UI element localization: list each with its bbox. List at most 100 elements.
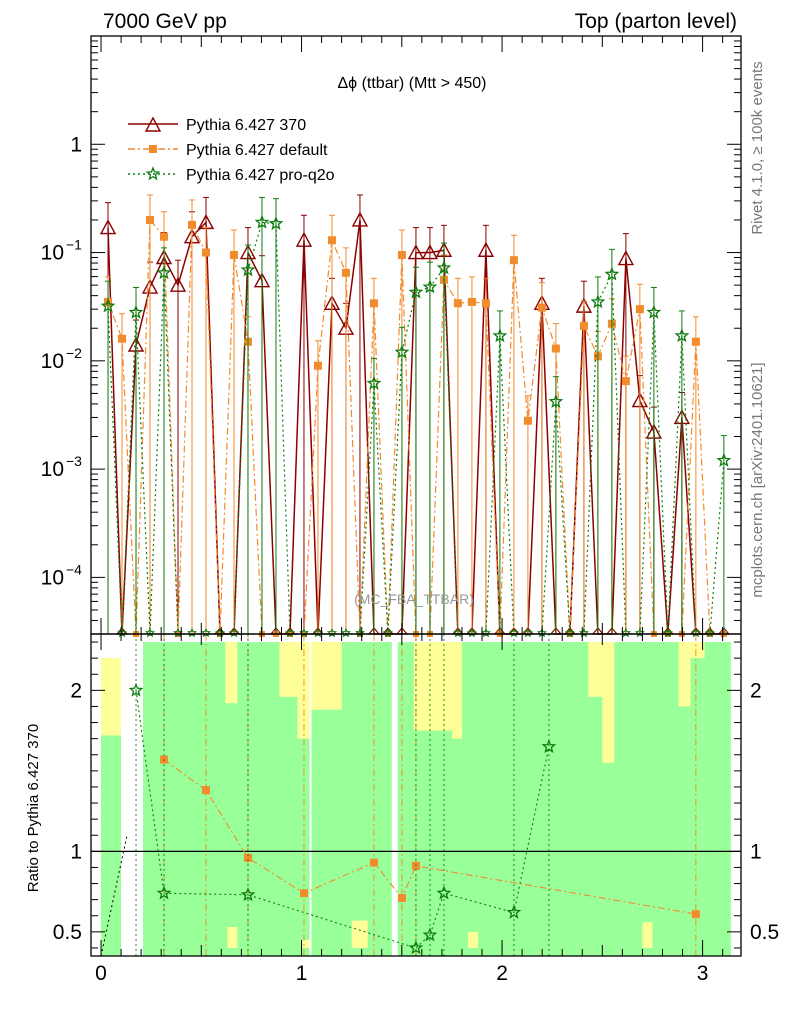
- data-point: [716, 452, 732, 467]
- ratio-band-yellow: [467, 931, 479, 948]
- xtick-label: 2: [496, 962, 508, 985]
- data-point: [99, 219, 117, 235]
- ratio-point: [369, 858, 378, 867]
- ratio-band-green: [212, 642, 227, 956]
- data-point-zero: [508, 627, 519, 638]
- ratio-point: [408, 940, 424, 955]
- data-point: [240, 262, 256, 277]
- ratio-band-green: [143, 642, 158, 956]
- data-point-zero: [662, 627, 673, 638]
- data-point-zero: [313, 627, 324, 638]
- ratio-point: [299, 889, 308, 898]
- data-point-zero: [144, 627, 155, 638]
- data-point-zero: [327, 627, 338, 638]
- rivet-label: Rivet 4.1.0, ≥ 100k events: [749, 61, 766, 234]
- ratio-band-green: [632, 642, 647, 956]
- ratio-lines: [91, 634, 741, 957]
- data-point: [621, 377, 630, 386]
- data-point: [481, 299, 490, 308]
- ratio-point: [422, 927, 438, 942]
- plot-title: Δϕ (ttbar) (Mtt > 450): [337, 75, 486, 92]
- ratio-point: [691, 910, 700, 919]
- data-point-zero: [116, 627, 127, 638]
- data-point: [201, 248, 210, 257]
- data-point-zero: [690, 627, 701, 638]
- ratio-band-green: [534, 642, 549, 956]
- data-point: [617, 250, 635, 266]
- data-point: [394, 344, 410, 359]
- data-point: [156, 264, 172, 280]
- ratio-line-0: [163, 759, 696, 915]
- data-point: [351, 211, 369, 227]
- data-point: [453, 299, 462, 308]
- data-point: [691, 337, 700, 346]
- data-point: [268, 215, 284, 230]
- data-point-zero: [480, 627, 491, 638]
- data-point-zero: [452, 627, 463, 638]
- data-point: [118, 334, 127, 343]
- data-point: [369, 299, 378, 308]
- mcplots-label: mcplots.cern.ch [arXiv:2401.10621]: [749, 362, 766, 597]
- ratio-band-green: [171, 642, 186, 956]
- data-point: [229, 250, 238, 259]
- data-point-zero: [564, 627, 575, 638]
- ratio-band-yellow: [351, 920, 368, 948]
- ratio-band-yellow: [101, 658, 122, 736]
- data-point: [551, 344, 560, 353]
- ratio-point: [436, 885, 452, 900]
- data-point-zero: [215, 627, 225, 638]
- main-ytick-exponent: −2: [66, 345, 82, 361]
- data-point: [537, 303, 546, 312]
- legend-label-370: Pythia 6.427 370: [186, 117, 306, 134]
- xtick-label: 1: [296, 962, 308, 985]
- data-point: [467, 297, 476, 306]
- ratio-band-gap: [121, 634, 134, 956]
- ratio-band-yellow: [309, 642, 342, 710]
- data-point-zero: [466, 627, 477, 638]
- data-point: [254, 214, 270, 229]
- ratio-point: [397, 894, 406, 903]
- main-lines: [99, 194, 732, 638]
- ratio-ref-trend: [100, 835, 128, 957]
- ratio-ytick-label-right: 2: [750, 679, 762, 702]
- main-ytick-exponent: −3: [66, 453, 82, 469]
- ratio-band-green: [702, 642, 717, 956]
- ratio-band-gap: [309, 634, 312, 956]
- data-point: [422, 279, 438, 294]
- data-point: [635, 305, 644, 314]
- ratio-band-green: [478, 642, 493, 956]
- ratio-point: [243, 853, 252, 862]
- header-left: 7000 GeV pp: [103, 10, 227, 33]
- legend-entry-370: Pythia 6.427 370: [128, 116, 306, 134]
- legend: Pythia 6.427 370 Pythia 6.427 default Py…: [128, 116, 335, 184]
- ratio-band-green: [380, 642, 395, 956]
- ratio-band-yellow: [225, 642, 238, 704]
- data-point: [188, 220, 197, 229]
- ratio-band-yellow: [451, 642, 462, 739]
- ratio-band-green: [646, 642, 661, 956]
- data-point: [509, 256, 518, 265]
- data-point: [327, 236, 336, 245]
- ratio-band-yellow: [642, 922, 653, 948]
- ratio-band-green: [310, 642, 325, 956]
- data-point-zero: [382, 627, 394, 638]
- ratio-band-green: [716, 642, 731, 956]
- ratio-band-yellow: [301, 939, 312, 948]
- data-point-zero: [522, 627, 533, 638]
- data-point-zero: [620, 627, 631, 638]
- ratio-ylabel: Ratio to Pythia 6.427 370: [25, 724, 42, 892]
- ratio-point: [240, 886, 256, 902]
- data-point-zero: [704, 627, 715, 638]
- data-point: [492, 328, 508, 343]
- ratio-band-green: [520, 642, 535, 956]
- data-point: [341, 268, 350, 277]
- ratio-ytick-label-left: 2: [70, 679, 82, 702]
- data-point: [523, 416, 532, 425]
- ratio-ytick-label-left: 1: [70, 840, 82, 863]
- data-point-zero: [201, 627, 211, 638]
- ratio-ytick-label-left: 0.5: [53, 921, 82, 944]
- legend-label-default: Pythia 6.427 default: [186, 142, 328, 159]
- data-point: [421, 244, 439, 260]
- data-point: [169, 276, 187, 292]
- main-ytick-label: 10: [41, 242, 64, 265]
